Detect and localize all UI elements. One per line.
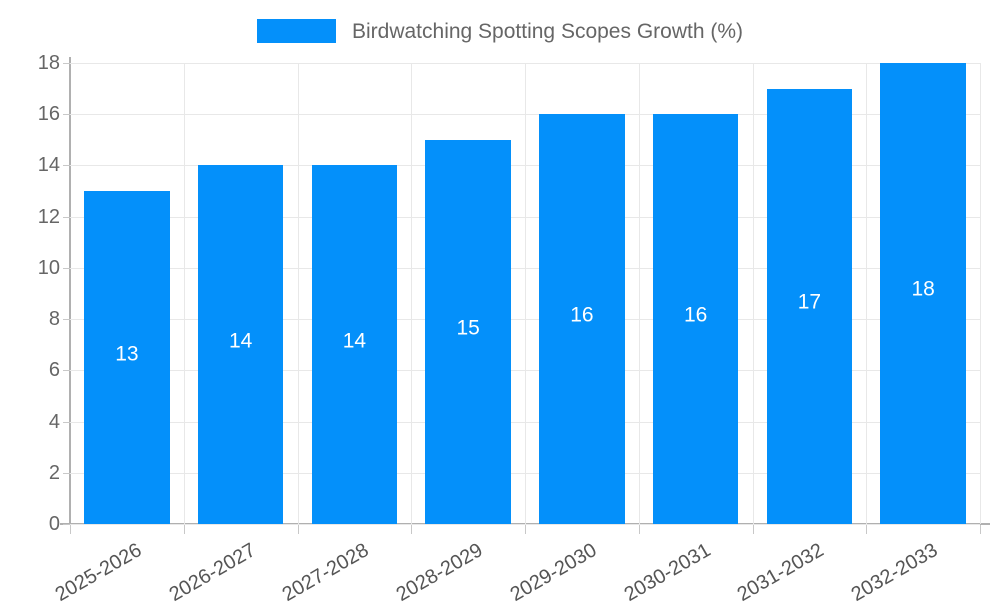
y-axis-tick-label: 8 <box>48 308 60 331</box>
x-axis-tick-label: 2031-2032 <box>734 539 828 607</box>
bar[interactable] <box>425 139 511 524</box>
y-axis-tick-label: 10 <box>37 256 60 279</box>
gridline-vertical <box>297 63 299 524</box>
y-axis-tick-labels: 0 2 4 6 8 10 12 14 16 18 <box>0 0 60 600</box>
bar[interactable] <box>197 165 284 524</box>
y-axis-tick-mark <box>63 472 70 474</box>
bar-value-label: 13 <box>115 342 139 366</box>
bar-value-label: 14 <box>228 329 253 353</box>
plot-area: 13 14 14 15 16 16 17 18 <box>70 63 981 525</box>
y-axis-tick-mark <box>63 165 70 167</box>
y-axis-tick-label: 14 <box>37 154 60 177</box>
bar[interactable] <box>766 88 853 524</box>
gridline-vertical <box>411 63 413 524</box>
legend-entry[interactable]: Birdwatching Spotting Scopes Growth (%) <box>256 19 743 43</box>
gridline-vertical <box>866 63 868 524</box>
chart-legend: Birdwatching Spotting Scopes Growth (%) <box>0 12 1000 50</box>
bar-value-label: 16 <box>570 303 594 327</box>
x-axis-tick-mark <box>866 525 868 534</box>
x-axis-tick-mark <box>411 525 413 534</box>
bar-value-label: 16 <box>683 303 708 327</box>
y-axis-tick-label: 16 <box>37 103 60 126</box>
y-axis-tick-label: 2 <box>48 461 60 484</box>
y-axis-line <box>69 57 71 525</box>
gridline-vertical <box>525 63 526 524</box>
bar-value-label: 14 <box>342 329 367 353</box>
y-axis-tick-label: 0 <box>48 513 60 535</box>
x-axis-tick-mark <box>638 525 640 534</box>
bar-value-label: 17 <box>797 290 822 314</box>
gridline-vertical <box>183 63 185 524</box>
y-axis-tick-mark <box>63 524 70 525</box>
y-axis-tick-mark <box>63 267 70 269</box>
x-axis-tick-label: 2030-2031 <box>620 539 715 607</box>
x-axis-tick-mark <box>183 525 185 534</box>
legend-label: Birdwatching Spotting Scopes Growth (%) <box>351 19 743 43</box>
bar[interactable] <box>311 165 398 524</box>
x-axis-tick-mark <box>752 525 754 534</box>
gridline-vertical <box>752 63 754 524</box>
x-axis-tick-label: 2032-2033 <box>847 539 942 607</box>
gridline-vertical <box>980 63 981 524</box>
bar-value-label: 15 <box>456 316 480 340</box>
y-axis-tick-mark <box>63 370 70 372</box>
x-axis-tick-label: 2026-2027 <box>165 539 260 607</box>
y-axis-tick-label: 4 <box>48 410 60 433</box>
x-axis-tick-label: 2029-2030 <box>506 539 601 607</box>
bar[interactable] <box>84 191 170 524</box>
y-axis-tick-label: 6 <box>48 359 60 382</box>
y-axis-tick-mark <box>63 63 70 64</box>
y-axis-tick-mark <box>63 421 70 423</box>
x-axis-tick-mark <box>70 525 71 534</box>
x-axis-tick-mark <box>297 525 299 534</box>
bar[interactable] <box>880 63 966 524</box>
y-axis-tick-label: 18 <box>37 52 60 74</box>
y-axis-tick-mark <box>63 216 70 218</box>
bar[interactable] <box>539 114 625 524</box>
y-axis-tick-mark <box>63 319 70 321</box>
gridline-vertical <box>638 63 640 524</box>
x-axis-tick-mark <box>525 525 526 534</box>
y-axis-tick-mark <box>63 114 70 116</box>
color-swatch-icon <box>256 19 336 43</box>
gridline-horizontal <box>70 524 980 525</box>
y-axis-tick-label: 12 <box>37 205 60 228</box>
x-axis-tick-label: 2028-2029 <box>392 539 487 607</box>
x-axis-tick-mark <box>980 525 981 534</box>
bar[interactable] <box>652 114 739 524</box>
bar-value-label: 18 <box>911 277 935 301</box>
x-axis-tick-label: 2027-2028 <box>279 539 373 607</box>
